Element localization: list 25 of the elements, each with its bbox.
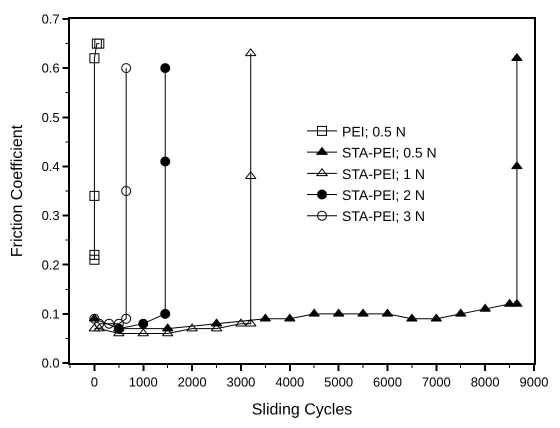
- y-tick-label: 0.5: [42, 110, 60, 125]
- legend-label: PEI; 0.5 N: [342, 123, 406, 140]
- y-tick-label: 0.4: [42, 158, 60, 174]
- y-tick-label: 0.2: [42, 257, 60, 272]
- x-tick-label: 3000: [226, 374, 256, 390]
- y-tick-label: 0.0: [42, 356, 60, 371]
- legend-label: STA-PEI; 2 N: [342, 186, 425, 203]
- x-tick-label: 6000: [373, 374, 402, 390]
- x-tick-label: 5000: [324, 374, 354, 390]
- x-tick-label: 0: [90, 374, 98, 390]
- x-tick-label: 8000: [470, 374, 500, 390]
- legend-label: STA-PEI; 1 N: [342, 166, 425, 182]
- y-tick-label: 0.3: [42, 208, 60, 224]
- y-tick-label: 0.7: [42, 12, 60, 27]
- x-tick-label: 7000: [422, 374, 451, 390]
- x-tick-label: 4000: [275, 374, 304, 390]
- x-tick-label: 1000: [128, 374, 158, 390]
- legend-label: STA-PEI; 3 N: [342, 208, 425, 224]
- x-axis-title: Sliding Cycles: [252, 402, 352, 419]
- x-tick-label: 2000: [178, 374, 207, 390]
- x-tick-label: 9000: [520, 374, 548, 390]
- y-axis-title: Friction Coefficient: [8, 124, 26, 258]
- legend-label: STA-PEI; 0.5 N: [342, 144, 437, 161]
- y-tick-label: 0.6: [42, 60, 60, 76]
- y-tick-label: 0.1: [42, 306, 60, 322]
